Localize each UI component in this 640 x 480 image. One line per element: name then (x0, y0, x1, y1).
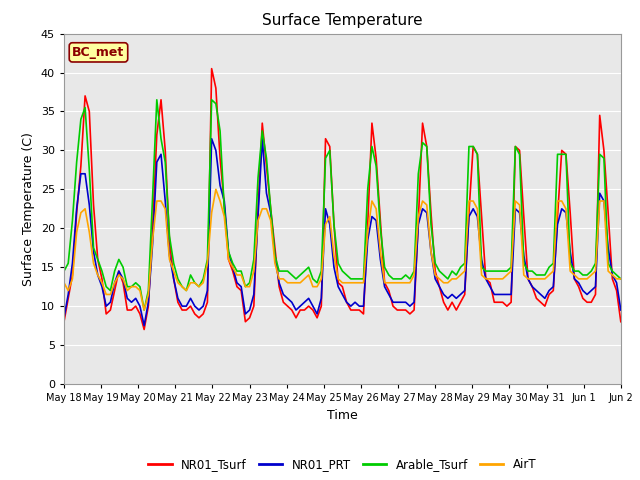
NR01_Tsurf (60, 319, 68, 324)
AirT (617, 276, 625, 282)
Arable_Tsurf (60, 268, 68, 274)
Line: NR01_PRT: NR01_PRT (64, 139, 621, 325)
NR01_PRT (617, 307, 625, 313)
NR01_PRT (98, 284, 106, 289)
AirT (452, 276, 460, 282)
Arable_Tsurf (617, 276, 625, 282)
Y-axis label: Surface Temperature (C): Surface Temperature (C) (22, 132, 35, 286)
NR01_PRT (60, 315, 68, 321)
NR01_PRT (140, 323, 148, 328)
AirT (98, 280, 106, 286)
AirT (591, 268, 599, 274)
NR01_Tsurf (98, 276, 106, 282)
AirT (60, 280, 68, 286)
Arable_Tsurf (604, 261, 612, 266)
NR01_Tsurf (208, 66, 216, 72)
Arable_Tsurf (452, 272, 460, 278)
AirT (436, 276, 444, 282)
NR01_Tsurf (419, 120, 426, 126)
NR01_Tsurf (452, 307, 460, 313)
NR01_Tsurf (436, 284, 444, 289)
Arable_Tsurf (591, 261, 599, 266)
NR01_Tsurf (604, 210, 612, 216)
Arable_Tsurf (98, 268, 106, 274)
AirT (419, 198, 426, 204)
AirT (140, 307, 148, 313)
Line: Arable_Tsurf: Arable_Tsurf (64, 100, 621, 310)
NR01_PRT (591, 284, 599, 289)
NR01_Tsurf (140, 326, 148, 332)
NR01_Tsurf (617, 319, 625, 324)
NR01_PRT (604, 245, 612, 251)
Legend: NR01_Tsurf, NR01_PRT, Arable_Tsurf, AirT: NR01_Tsurf, NR01_PRT, Arable_Tsurf, AirT (143, 454, 541, 476)
Arable_Tsurf (436, 268, 444, 274)
NR01_PRT (452, 296, 460, 301)
Arable_Tsurf (153, 97, 161, 103)
AirT (212, 186, 220, 192)
Arable_Tsurf (419, 140, 426, 145)
AirT (604, 268, 612, 274)
NR01_PRT (208, 136, 216, 142)
Line: NR01_Tsurf: NR01_Tsurf (64, 69, 621, 329)
X-axis label: Time: Time (327, 408, 358, 421)
Line: AirT: AirT (64, 189, 621, 310)
Title: Surface Temperature: Surface Temperature (262, 13, 422, 28)
NR01_PRT (419, 206, 426, 212)
NR01_PRT (436, 284, 444, 289)
NR01_Tsurf (591, 291, 599, 297)
Arable_Tsurf (140, 307, 148, 313)
Text: BC_met: BC_met (72, 46, 125, 59)
